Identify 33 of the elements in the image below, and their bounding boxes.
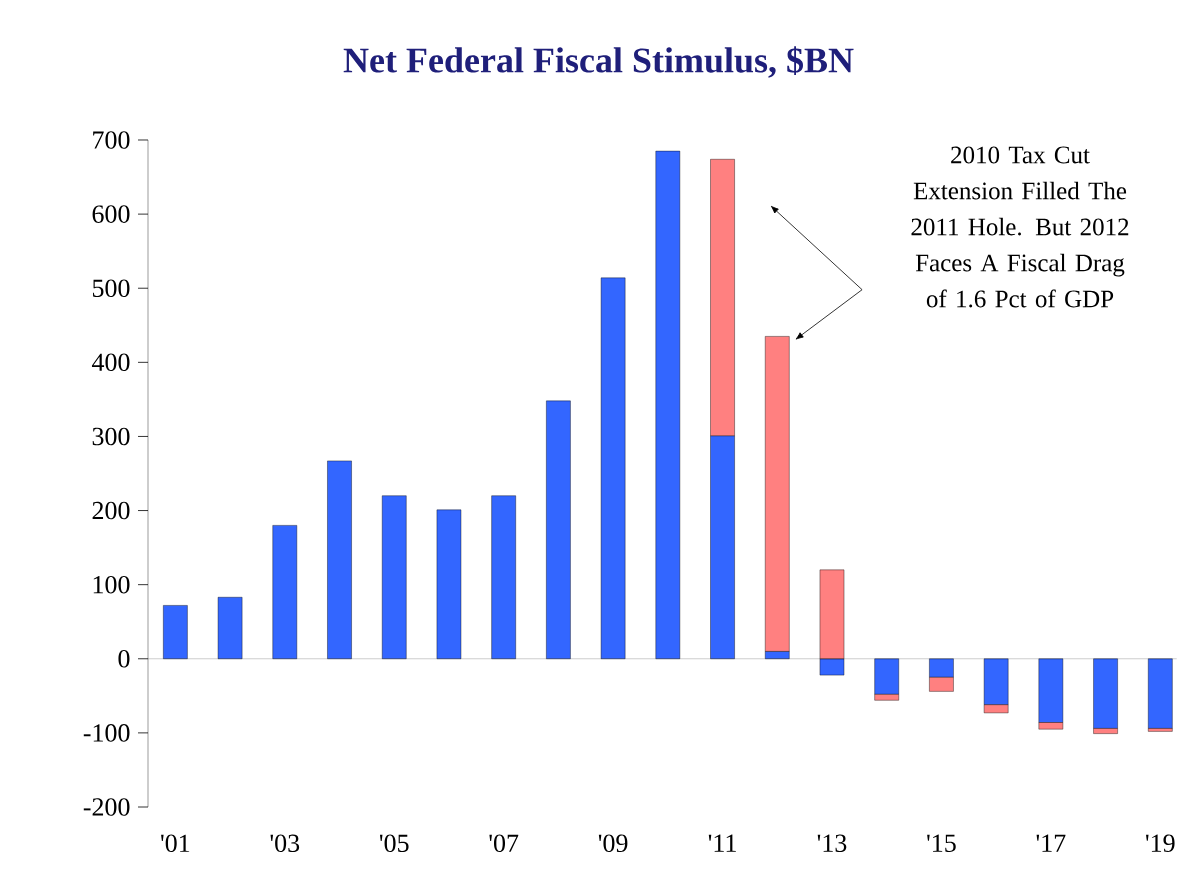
bar <box>1148 658 1173 729</box>
y-tick-label: 400 <box>91 353 130 372</box>
y-tick-label: 700 <box>93 131 130 149</box>
bar <box>217 597 243 659</box>
x-tick-label: '15 <box>927 834 956 852</box>
bar <box>382 495 407 659</box>
bar <box>436 509 462 659</box>
y-tick-label: -200 <box>83 798 130 816</box>
bar <box>600 277 626 659</box>
x-tick-label: '01 <box>161 834 190 853</box>
bar <box>272 525 298 659</box>
bar <box>491 495 516 659</box>
y-tick-label: 600 <box>92 205 130 223</box>
x-tick-label: '07 <box>489 834 519 853</box>
y-tick-label: -100 <box>83 724 130 742</box>
x-tick-label: '11 <box>708 834 736 852</box>
x-tick-label: '05 <box>379 834 409 853</box>
annotation: 2010 Tax Cut Extension Filled The 2011 Hole. But 2012 Faces A Fiscal Drag of 1.6 Pct of GDP <box>911 146 1129 308</box>
y-tick-label: 300 <box>92 427 130 446</box>
bar <box>327 460 352 659</box>
bar <box>546 400 571 659</box>
chart-title: Net Federal Fiscal Stimulus, $BN <box>343 46 854 78</box>
y-tick-label: 100 <box>93 575 130 594</box>
x-tick-label: '17 <box>1036 834 1066 852</box>
bar <box>655 150 681 659</box>
y-tick-label: 500 <box>92 279 130 297</box>
y-tick-label: 200 <box>92 501 130 520</box>
x-tick-label: '09 <box>598 834 628 853</box>
y-tick-label: 0 <box>118 650 130 668</box>
x-tick-label: '13 <box>817 834 847 852</box>
x-tick-label: '19 <box>1146 834 1175 852</box>
x-tick-label: '03 <box>270 834 300 853</box>
bar <box>163 605 188 659</box>
